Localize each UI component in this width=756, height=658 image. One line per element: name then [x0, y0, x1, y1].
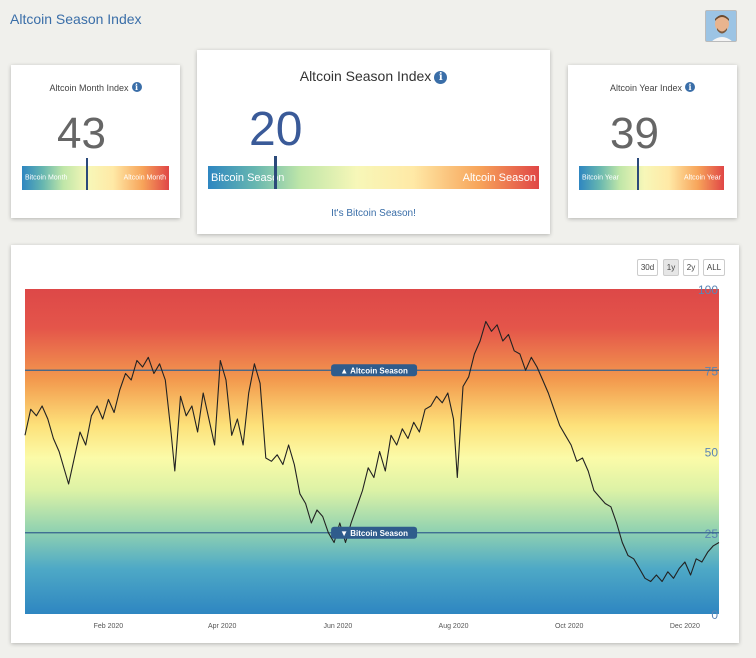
range-button-2y[interactable]: 2y: [683, 259, 699, 276]
season-status: It's Bitcoin Season!: [331, 208, 416, 219]
altcoin-month-marker: [86, 158, 88, 190]
bitcoin-month-label: Bitcoin Month: [25, 174, 68, 182]
altcoin-month-title: Altcoin Month Index i: [11, 82, 180, 93]
info-icon[interactable]: i: [685, 82, 696, 92]
page-title: Altcoin Season Index: [10, 11, 142, 27]
altcoin-month-title-text: Altcoin Month Index: [49, 83, 129, 93]
range-button-1y[interactable]: 1y: [663, 259, 679, 276]
altcoin-month-card: Altcoin Month Index i 43 Bitcoin Month Al…: [11, 65, 180, 218]
bitcoin-year-label: Bitcoin Year: [582, 174, 619, 182]
altcoin-year-value: 39: [610, 109, 659, 158]
range-button-all[interactable]: ALL: [703, 259, 725, 276]
altcoin-season-title-text: Altcoin Season Index: [299, 68, 432, 84]
avatar-image: [706, 11, 736, 41]
range-button-30d[interactable]: 30d: [637, 259, 658, 276]
altcoin-year-card: Altcoin Year Index i 39 Bitcoin Year Altc…: [568, 65, 737, 218]
chart-card: [11, 245, 739, 643]
altcoin-year-gauge: Bitcoin Year Altcoin Year: [579, 166, 724, 190]
altcoin-season-gauge: Bitcoin Season Altcoin Season: [208, 166, 539, 189]
altcoin-season-marker: [274, 156, 277, 189]
avatar[interactable]: [705, 10, 737, 42]
altcoin-year-marker: [637, 158, 639, 190]
altcoin-year-label: Altcoin Year: [684, 174, 721, 182]
altcoin-year-title-text: Altcoin Year Index: [609, 83, 683, 93]
altcoin-month-gauge: Bitcoin Month Altcoin Month: [22, 166, 169, 190]
bitcoin-season-label: Bitcoin Season: [211, 171, 285, 184]
altcoin-season-value: 20: [249, 103, 303, 156]
info-icon[interactable]: i: [131, 82, 142, 92]
info-icon[interactable]: i: [434, 71, 448, 84]
altcoin-month-value: 43: [57, 109, 106, 158]
altcoin-season-card: Altcoin Season Index i 20 Bitcoin Season …: [197, 50, 550, 234]
altcoin-year-title: Altcoin Year Index i: [568, 82, 737, 93]
altcoin-season-label: Altcoin Season: [462, 171, 536, 184]
altcoin-season-title: Altcoin Season Index i: [197, 68, 550, 84]
altcoin-month-label: Altcoin Month: [123, 174, 166, 182]
